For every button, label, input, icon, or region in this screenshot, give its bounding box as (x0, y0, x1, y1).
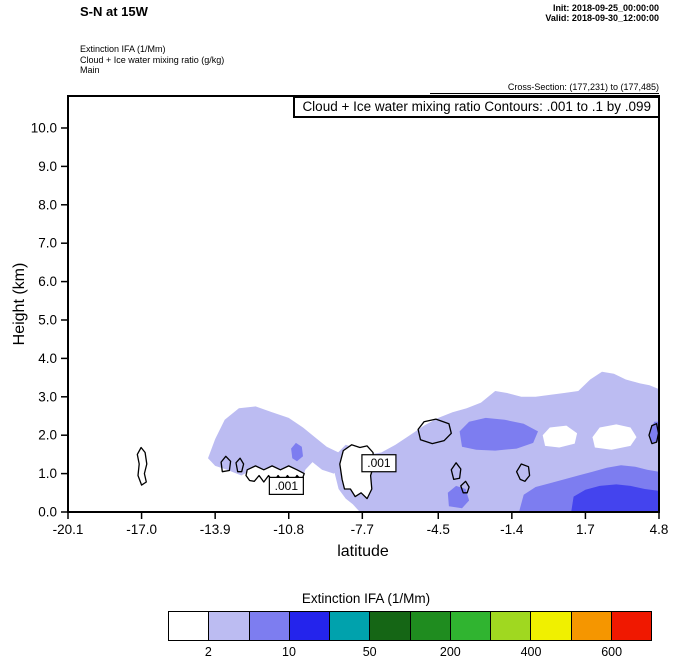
x-tick-label: -1.4 (500, 522, 524, 537)
colorbar-cell (329, 612, 370, 640)
colorbar-cell (449, 612, 490, 640)
field-domain-label: Main (80, 65, 100, 75)
colorbar-cell (530, 612, 571, 640)
region-cloud-left-lavender (208, 406, 344, 489)
field-extinction-label: Extinction IFA (1/Mm) (80, 44, 166, 54)
region-white-hole-1 (542, 425, 578, 448)
contour-small-loop-a (220, 455, 232, 473)
axis-ticks (61, 127, 660, 519)
tick-labels: -20.1 -17.0 -13.9 -10.8 -7.7 -4.5 -1.4 1.7 4.8 0.… (31, 121, 669, 538)
y-tick-label: 6.0 (38, 274, 57, 289)
colorbar-cell (570, 612, 611, 640)
contour-label: .001 (367, 456, 391, 470)
colorbar-cell (248, 612, 289, 640)
colorbar-tick-label: 2 (204, 645, 212, 659)
colorbar-tick-label: 50 (362, 645, 377, 659)
y-tick-label: 8.0 (38, 197, 57, 212)
colorbar-cell (169, 612, 209, 640)
colorbar-tick-label: 200 (439, 645, 461, 659)
contour-small-loop-d (460, 480, 470, 494)
y-tick-label: 1.0 (38, 466, 57, 481)
y-tick-label: 7.0 (38, 236, 57, 251)
x-tick-label: -17.0 (126, 522, 157, 537)
colorbar-cell (369, 612, 410, 640)
contour-loop-right-edge (648, 423, 659, 445)
region-white-hole-2 (592, 424, 637, 450)
y-tick-label: 10.0 (31, 121, 57, 136)
x-tick-label: -20.1 (53, 522, 84, 537)
x-tick-label: -7.7 (351, 522, 374, 537)
field-info-block: Extinction IFA (1/Mm) Cloud + Ice water … (80, 44, 224, 76)
colorbar-tick-label: 600 (601, 645, 623, 659)
init-valid-block: Init: 2018-09-25_00:00:00 Valid: 2018-09… (545, 3, 659, 23)
page-title: S-N at 15W (80, 4, 148, 19)
colorbar-cell (490, 612, 531, 640)
colorbar-title: Extinction IFA (1/Mm) (301, 591, 431, 606)
x-tick-label: 1.7 (576, 522, 595, 537)
region-medium-patch-center (459, 417, 538, 451)
y-tick-label: 4.0 (38, 351, 57, 366)
colorbar-cell (610, 612, 651, 640)
x-tick-label: -4.5 (427, 522, 450, 537)
x-tick-label: 4.8 (650, 522, 669, 537)
colorbar-cell (409, 612, 450, 640)
contour-label-box (361, 454, 397, 473)
contour-loop-far-left (136, 446, 148, 486)
contour-info-box: Cloud + Ice water mixing ratio Contours:… (293, 96, 660, 118)
y-tick-label: 9.0 (38, 159, 57, 174)
y-axis-label: Height (km) (11, 262, 28, 346)
colorbar-cell (208, 612, 249, 640)
contour-small-loop-c (450, 462, 462, 481)
init-time: Init: 2018-09-25_00:00:00 (552, 3, 659, 13)
contour-label-box (268, 476, 304, 495)
colorbar-tick-label: 10 (282, 645, 296, 659)
contour-small-loop-b (235, 457, 245, 473)
colorbar (168, 611, 652, 641)
y-tick-label: 2.0 (38, 428, 57, 443)
colorbar-tick-label: 400 (520, 645, 542, 659)
cross-section-underline (430, 93, 659, 94)
cross-section-plot: -20.1 -17.0 -13.9 -10.8 -7.7 -4.5 -1.4 1.7 4.8 0.… (31, 95, 668, 537)
cross-section-label: Cross-Section: (177,231) to (177,485) (507, 82, 659, 92)
colorbar-cell (288, 612, 329, 640)
contour-small-loop-e (515, 463, 531, 482)
region-vivid-patch-bottom-right (571, 484, 659, 512)
y-tick-label: 5.0 (38, 313, 57, 328)
y-tick-label: 3.0 (38, 389, 57, 404)
region-medium-patch-small-left (291, 442, 303, 462)
contour-loop-mid (417, 418, 452, 445)
x-tick-label: -13.9 (200, 522, 231, 537)
y-tick-label: 0.0 (38, 505, 57, 520)
x-axis-label: latitude (337, 543, 389, 560)
x-tick-label: -10.8 (273, 522, 304, 537)
valid-time: Valid: 2018-09-30_12:00:00 (545, 13, 659, 23)
field-cloud-ice-label: Cloud + Ice water mixing ratio (g/kg) (80, 54, 225, 65)
region-medium-patch-small-bottom (447, 485, 470, 509)
contour-label: .001 (275, 479, 299, 493)
